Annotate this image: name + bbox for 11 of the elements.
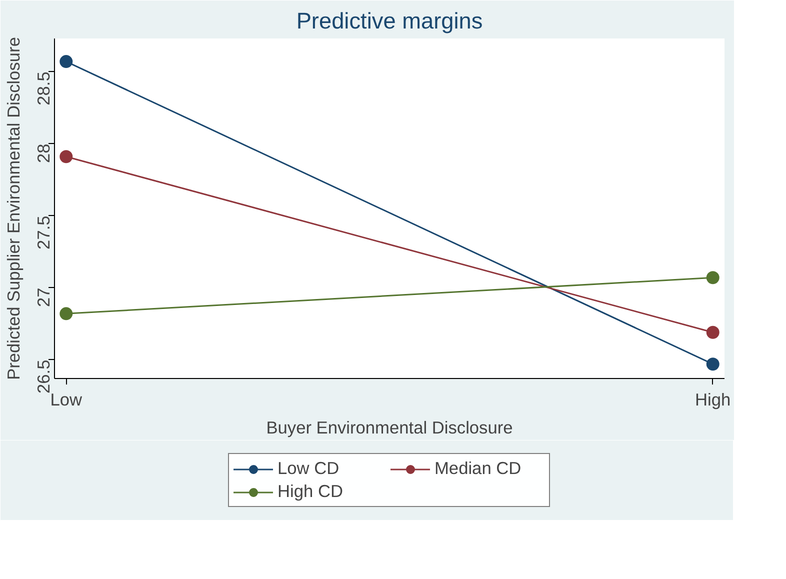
x-tick-label: High — [695, 390, 731, 410]
legend-label: Low CD — [278, 458, 340, 479]
y-tick-label: 28 — [34, 144, 54, 163]
legend-label: High CD — [278, 481, 344, 502]
y-tick-label: 27 — [34, 288, 54, 308]
y-tick-label: 27.5 — [34, 216, 54, 250]
x-axis-title: Buyer Environmental Disclosure — [266, 418, 513, 438]
y-tick-label: 28.5 — [34, 72, 54, 106]
y-axis-title: Predicted Supplier Environmental Disclosure — [4, 37, 24, 380]
chart-title: Predictive margins — [296, 8, 483, 34]
legend-label: Median CD — [434, 458, 522, 479]
